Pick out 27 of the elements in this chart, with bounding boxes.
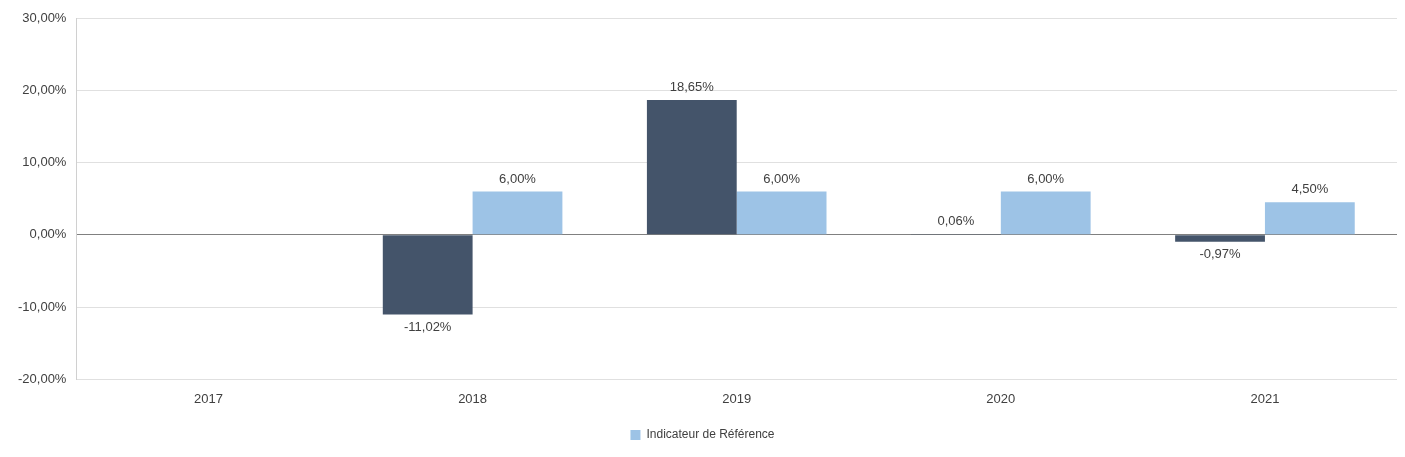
data-label: 6,00% [499, 170, 537, 186]
data-label: 6,00% [1027, 170, 1065, 186]
y-tick-label: 20,00% [22, 81, 67, 97]
x-tick-label: 2021 [1250, 390, 1280, 406]
x-tick-label: 2020 [986, 390, 1016, 406]
bar [382, 235, 473, 315]
legend-label: Indicateur de Référence [646, 427, 775, 442]
y-tick-label: 10,00% [22, 154, 67, 170]
data-label: 6,00% [763, 170, 801, 186]
bar [646, 100, 737, 235]
y-tick-label: -20,00% [18, 370, 67, 386]
x-tick-label: 2019 [722, 390, 752, 406]
y-tick-label: 30,00% [22, 9, 67, 25]
y-tick-label: 0,00% [29, 226, 67, 242]
bar [736, 191, 827, 235]
bar [1264, 202, 1355, 235]
bar [1175, 235, 1265, 242]
data-label: 18,65% [669, 79, 715, 95]
x-tick-label: 2017 [194, 390, 223, 406]
data-label: 4,50% [1291, 181, 1329, 197]
data-label: -0,97% [1199, 245, 1242, 261]
data-label: 0,06% [937, 213, 975, 229]
bar [472, 191, 563, 235]
y-tick-label: -10,00% [18, 298, 67, 314]
data-label: -11,02% [403, 318, 452, 334]
bar [1000, 191, 1091, 235]
x-tick-label: 2018 [458, 390, 488, 406]
